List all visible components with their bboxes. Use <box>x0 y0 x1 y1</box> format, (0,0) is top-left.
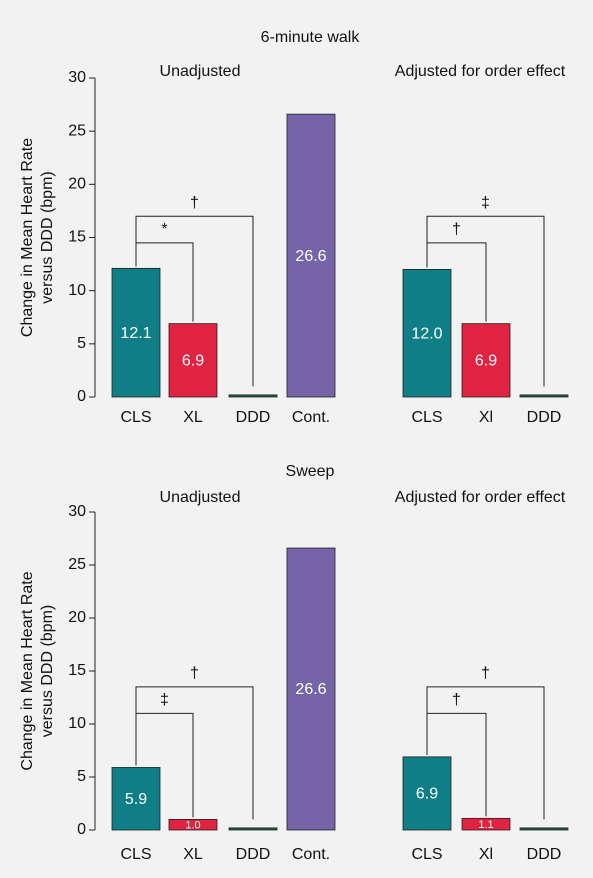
value-label: 1.0 <box>185 820 200 832</box>
significance-mark: ‡ <box>160 692 169 709</box>
significance-bracket <box>135 712 194 818</box>
significance-mark: † <box>481 665 490 682</box>
y-tick-label: 10 <box>68 282 86 299</box>
x-tick-label: CLS <box>120 409 151 426</box>
y-tick-label: 15 <box>68 662 86 679</box>
significance-mark: † <box>190 194 199 211</box>
significance-bracket <box>426 712 487 817</box>
y-tick-label: 5 <box>77 335 86 352</box>
group-label: Adjusted for order effect <box>395 489 566 506</box>
bar <box>286 113 336 398</box>
bar <box>402 268 452 398</box>
significance-bracket <box>426 215 545 387</box>
y-axis-label: versus DDD (bpm) <box>39 171 56 303</box>
x-tick-label: CLS <box>120 846 151 863</box>
y-axis-label: Change in Mean Heart Rate <box>19 138 36 337</box>
x-tick-label: DDD <box>236 846 271 863</box>
significance-bracket <box>135 242 194 322</box>
significance-bracket <box>135 215 254 387</box>
bar <box>461 817 511 831</box>
value-label: 26.6 <box>295 248 326 265</box>
significance-mark: * <box>161 221 167 238</box>
y-axis-label: versus DDD (bpm) <box>39 605 56 737</box>
y-tick-label: 25 <box>68 556 86 573</box>
x-tick-label: CLS <box>411 409 442 426</box>
group-label: Adjusted for order effect <box>395 63 566 80</box>
value-label: 12.0 <box>411 325 442 342</box>
x-tick-label: XL <box>183 409 203 426</box>
bar <box>111 767 161 831</box>
bar <box>168 323 218 398</box>
group-label: Unadjusted <box>160 63 241 80</box>
bar <box>519 394 569 398</box>
bar <box>519 827 569 831</box>
x-tick-label: Cont. <box>292 846 330 863</box>
value-label: 6.9 <box>475 353 497 370</box>
value-label: 26.6 <box>295 681 326 698</box>
y-axis-label: Change in Mean Heart Rate <box>19 571 36 770</box>
significance-bracket <box>426 242 487 322</box>
x-tick-label: DDD <box>527 846 562 863</box>
significance-mark: † <box>452 692 461 709</box>
bar <box>286 547 336 831</box>
significance-mark: † <box>452 221 461 238</box>
x-tick-label: DDD <box>236 409 271 426</box>
bar <box>461 323 511 398</box>
x-tick-label: Xl <box>479 846 493 863</box>
value-label: 5.9 <box>125 791 147 808</box>
x-tick-label: CLS <box>411 846 442 863</box>
y-tick-label: 20 <box>68 176 86 193</box>
value-label: 6.9 <box>182 353 204 370</box>
value-label: 12.1 <box>120 325 151 342</box>
significance-mark: † <box>190 665 199 682</box>
x-tick-label: DDD <box>527 409 562 426</box>
y-tick-label: 30 <box>68 503 86 520</box>
y-tick-label: 0 <box>77 388 86 405</box>
x-tick-label: Xl <box>479 409 493 426</box>
y-tick-label: 20 <box>68 609 86 626</box>
x-tick-label: XL <box>183 846 203 863</box>
bar <box>168 819 218 831</box>
significance-mark: ‡ <box>481 194 490 211</box>
bar <box>228 827 278 831</box>
y-tick-label: 10 <box>68 715 86 732</box>
group-label: Unadjusted <box>160 489 241 506</box>
y-tick-label: 15 <box>68 229 86 246</box>
bar <box>228 394 278 398</box>
y-tick-label: 30 <box>68 69 86 86</box>
value-label: 6.9 <box>416 786 438 803</box>
y-tick-label: 0 <box>77 821 86 838</box>
x-tick-label: Cont. <box>292 409 330 426</box>
y-tick-label: 5 <box>77 768 86 785</box>
value-label: 1.1 <box>478 819 493 831</box>
y-tick-label: 25 <box>68 122 86 139</box>
bar <box>111 267 161 398</box>
chart-title: 6-minute walk <box>261 29 361 46</box>
bar <box>402 756 452 831</box>
chart-title: Sweep <box>286 463 335 480</box>
